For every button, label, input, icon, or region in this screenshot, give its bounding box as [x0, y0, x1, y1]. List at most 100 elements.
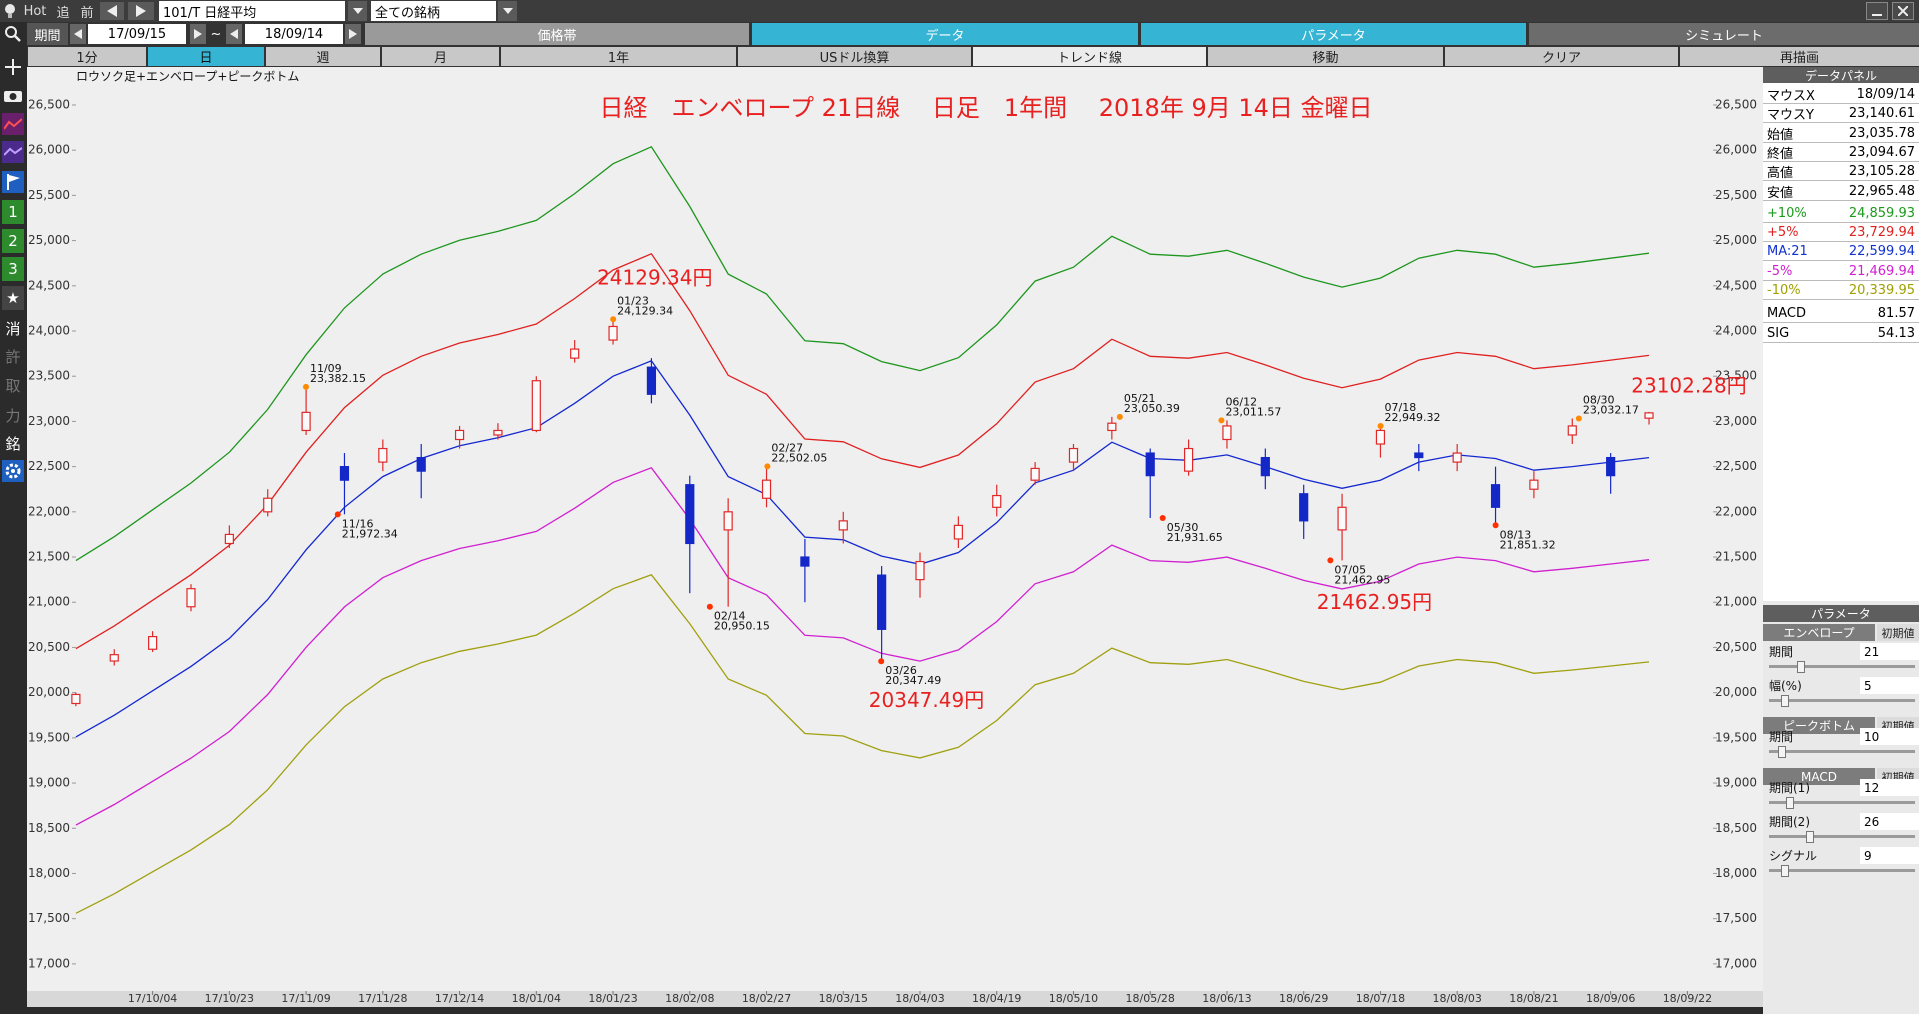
sidebar-tool[interactable]: ★: [2, 286, 24, 310]
end-forward[interactable]: [345, 24, 361, 44]
param-value[interactable]: 26: [1860, 813, 1919, 830]
interval-button[interactable]: 1分: [28, 47, 146, 66]
tab[interactable]: パラメータ: [1141, 23, 1526, 45]
candle-body: [1299, 493, 1309, 522]
peak-date: 08/13: [1500, 528, 1532, 541]
data-label: -5%: [1767, 263, 1793, 279]
peak-label: 21,851.32: [1500, 538, 1556, 551]
arrow-down: [502, 8, 513, 14]
minimize-icon: [1872, 14, 1882, 16]
data-value: 23,035.78: [1848, 125, 1915, 141]
chart-tool[interactable]: [2, 113, 24, 135]
tab[interactable]: 価格帯: [365, 23, 749, 45]
data-row: [1763, 324, 1919, 343]
candle-body: [1222, 425, 1232, 441]
universe-dropdown[interactable]: [498, 1, 517, 21]
start-back[interactable]: [70, 24, 86, 44]
data-row: [1763, 182, 1919, 201]
sidebar-tool[interactable]: 許: [2, 344, 24, 368]
candle-body: [1068, 447, 1079, 463]
y-tick-label: 18,000: [28, 866, 70, 880]
param-value[interactable]: 5: [1860, 677, 1919, 694]
slider-track: [1769, 869, 1915, 872]
slider-knob[interactable]: [1797, 661, 1805, 673]
param-value[interactable]: 10: [1860, 728, 1919, 745]
data-row: [1763, 162, 1919, 182]
sidebar-tool[interactable]: 2: [2, 229, 24, 253]
tab[interactable]: シミュレート: [1529, 23, 1919, 45]
x-tick-label: 18/05/28: [1126, 992, 1175, 1005]
candle-body: [761, 479, 772, 499]
trendline-button[interactable]: トレンド線: [973, 47, 1206, 66]
chart-tool[interactable]: [2, 141, 24, 163]
candle-body: [838, 520, 848, 531]
y-tick-label: 18,500: [1715, 821, 1757, 835]
slider-knob[interactable]: [1786, 797, 1794, 809]
add-button[interactable]: 追: [56, 5, 70, 21]
data-value: 23,729.94: [1848, 225, 1915, 241]
param-value[interactable]: 12: [1860, 779, 1919, 796]
peak-date: 05/30: [1167, 521, 1199, 534]
price-callout: 24129.34円: [597, 266, 712, 290]
hot-button[interactable]: Hot: [23, 3, 47, 19]
minimize-button[interactable]: [1866, 2, 1888, 20]
symbol-box[interactable]: 101/T 日経平均: [159, 1, 345, 21]
x-tick-label: 18/01/04: [512, 992, 561, 1005]
interval-button[interactable]: 週: [266, 47, 380, 66]
clear-button[interactable]: クリア: [1445, 47, 1678, 66]
bulb-icon[interactable]: [2, 2, 18, 20]
data-label: +10%: [1767, 205, 1807, 221]
start-date[interactable]: 17/09/15: [88, 24, 186, 44]
range-button[interactable]: 1年: [501, 47, 736, 66]
sidebar-tool[interactable]: 3: [2, 257, 24, 281]
param-value[interactable]: 9: [1860, 847, 1919, 864]
prev-button[interactable]: 前: [80, 5, 94, 21]
close-button[interactable]: [1892, 2, 1914, 20]
sidebar-tool[interactable]: 消: [2, 316, 24, 340]
slider-knob[interactable]: [1781, 695, 1789, 707]
y-tick-label: 26,500: [28, 97, 70, 111]
flag-tool[interactable]: [2, 171, 24, 193]
redraw-button[interactable]: 再描画: [1680, 47, 1919, 66]
data-row: [1763, 262, 1919, 281]
sidebar-tool[interactable]: 1: [2, 200, 24, 224]
candle-body: [301, 411, 311, 432]
sidebar-tool[interactable]: 取: [2, 373, 24, 397]
y-tick-label: 20,000: [1715, 685, 1757, 699]
price-callout: 23102.28円: [1631, 373, 1746, 397]
candle-body: [800, 556, 810, 567]
data-label: MA:21: [1767, 244, 1808, 260]
sidebar-tool[interactable]: 力: [2, 403, 24, 427]
universe-box[interactable]: 全ての銘柄: [371, 1, 496, 21]
candle-body: [148, 635, 158, 650]
move-button[interactable]: 移動: [1208, 47, 1443, 66]
sidebar-tool[interactable]: 銘: [2, 431, 24, 455]
crosshair-tool[interactable]: [2, 56, 24, 78]
usd-button[interactable]: USドル換算: [738, 47, 971, 66]
interval-button[interactable]: 月: [382, 47, 499, 66]
tab[interactable]: データ: [752, 23, 1138, 45]
end-date[interactable]: 18/09/14: [245, 24, 343, 44]
settings-tool[interactable]: [2, 460, 24, 482]
peak-marker: [1492, 522, 1499, 529]
start-forward[interactable]: [190, 24, 206, 44]
candle-body: [71, 693, 81, 705]
interval-button[interactable]: 日: [148, 47, 264, 66]
end-back[interactable]: [226, 24, 242, 44]
forward-button[interactable]: [128, 2, 154, 20]
price-callout: 21462.95円: [1317, 590, 1432, 614]
candle-body: [992, 494, 1002, 508]
search-tool[interactable]: [2, 24, 24, 44]
data-row: [1763, 85, 1919, 104]
slider-knob[interactable]: [1806, 831, 1814, 843]
symbol-dropdown[interactable]: [348, 1, 367, 21]
camera-tool[interactable]: [2, 84, 24, 106]
slider-knob[interactable]: [1781, 865, 1789, 877]
back-button[interactable]: [100, 2, 124, 20]
param-value[interactable]: 21: [1860, 643, 1919, 660]
reset-button[interactable]: 初期値: [1877, 624, 1919, 641]
chart-icon: [4, 118, 22, 130]
data-row: [1763, 223, 1919, 243]
peak-date: 05/21: [1124, 392, 1156, 405]
slider-knob[interactable]: [1778, 746, 1786, 758]
